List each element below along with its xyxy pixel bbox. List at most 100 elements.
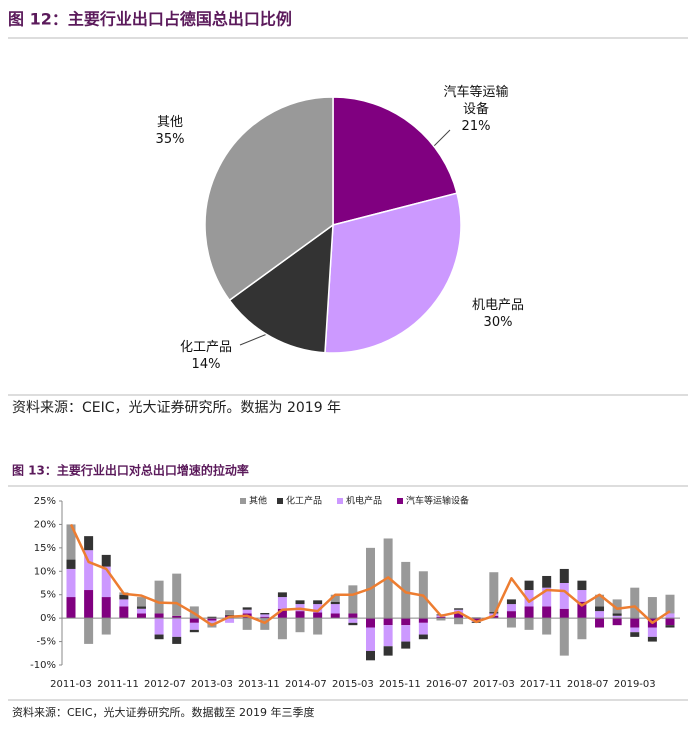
- bar-segment: [418, 634, 428, 640]
- bar-segment: [647, 627, 657, 637]
- bar-segment: [665, 594, 675, 614]
- bar-segment: [154, 634, 164, 640]
- bar-segment: [577, 580, 587, 591]
- x-tick-label: 2017-03: [473, 679, 515, 690]
- bar-segment: [489, 612, 499, 614]
- bar-segment: [313, 600, 323, 605]
- bar-segment: [401, 641, 411, 649]
- bar-segment: [454, 608, 464, 610]
- bar-segment: [612, 615, 622, 619]
- bar-segment: [630, 632, 640, 637]
- y-tick-label: -5%: [37, 637, 56, 648]
- bar-segment: [366, 627, 375, 651]
- bar-segment: [66, 559, 76, 569]
- bar-segment: [595, 618, 605, 628]
- bar-segment: [383, 625, 393, 647]
- figure-title: 图 12：主要行业出口占德国总出口比例: [8, 10, 292, 29]
- y-tick-label: -10%: [30, 660, 56, 671]
- bar-segment: [84, 590, 94, 619]
- bar-segment: [189, 622, 199, 630]
- bar-segment: [559, 583, 569, 609]
- legend-swatch: [240, 498, 246, 504]
- pie-slice: [324, 192, 462, 354]
- slice-label: 机电产品: [471, 298, 524, 313]
- bar-segment: [630, 618, 640, 628]
- y-tick-label: 20%: [34, 519, 56, 530]
- bar-segment: [84, 550, 94, 591]
- bar-segment: [401, 618, 411, 626]
- bar-segment: [207, 620, 217, 623]
- legend-swatch: [337, 498, 343, 504]
- slice-label: 其他: [156, 115, 183, 130]
- bar-segment: [66, 524, 76, 560]
- x-tick-label: 2014-07: [285, 679, 327, 690]
- slice-value-label: 21%: [461, 119, 491, 134]
- bar-segment: [172, 636, 182, 644]
- bar-segment: [295, 600, 305, 605]
- bar-segment: [489, 572, 499, 613]
- bar-segment: [189, 629, 199, 633]
- bar-segment: [366, 547, 375, 619]
- bar-segment: [436, 618, 446, 621]
- bar-segment: [559, 618, 569, 656]
- bar-segment: [630, 627, 640, 633]
- bar-segment: [66, 597, 76, 619]
- bar-segment: [260, 614, 270, 617]
- bar-segment: [154, 618, 164, 635]
- bar-segment: [471, 618, 481, 621]
- bar-segment: [119, 594, 129, 600]
- bar-segment: [295, 611, 305, 619]
- bar-segment: [630, 587, 640, 619]
- bar-segment: [172, 618, 182, 637]
- x-tick-label: 2011-03: [50, 679, 92, 690]
- bar-segment: [295, 618, 305, 633]
- bar-segment: [154, 613, 164, 619]
- bar-segment: [524, 590, 534, 607]
- source-note: 资料来源：CEIC，光大证券研究所。数据为 2019 年: [12, 400, 341, 416]
- legend-swatch: [397, 498, 403, 504]
- legend-label: 机电产品: [346, 495, 382, 507]
- bar-segment: [454, 618, 464, 625]
- bar-segment: [101, 597, 111, 619]
- bar-segment: [277, 597, 287, 609]
- x-tick-label: 2018-07: [567, 679, 609, 690]
- bar-segment: [136, 613, 146, 619]
- bar-segment: [136, 597, 146, 607]
- bar-segment: [542, 575, 552, 588]
- bar-segment: [313, 604, 323, 613]
- bar-segment: [242, 609, 252, 614]
- bar-segment: [225, 614, 235, 616]
- x-tick-label: 2016-07: [426, 679, 468, 690]
- bar-segment: [242, 607, 252, 610]
- bar-segment: [577, 590, 587, 602]
- bar-segment: [665, 613, 675, 619]
- bar-segment: [595, 594, 605, 607]
- bar-segment: [401, 561, 411, 619]
- bar-segment: [366, 650, 375, 661]
- bar-segment: [524, 606, 534, 619]
- bar-segment: [277, 608, 287, 619]
- bar-segment: [225, 610, 235, 615]
- bar-segment: [101, 554, 111, 567]
- source-note: 资料来源：CEIC，光大证券研究所。数据截至 2019 年三季度: [12, 705, 315, 719]
- bar-segment: [136, 608, 146, 614]
- bar-segment: [348, 585, 358, 614]
- bar-segment: [330, 613, 340, 619]
- slice-value-label: 30%: [483, 315, 513, 330]
- bar-segment: [524, 580, 534, 591]
- bar-segment: [119, 599, 129, 607]
- bar-segment: [383, 646, 393, 656]
- x-tick-label: 2015-11: [379, 679, 421, 690]
- pie-slice: [204, 96, 334, 302]
- bar-segment: [506, 599, 516, 605]
- x-tick-label: 2019-03: [614, 679, 656, 690]
- bar-segment: [506, 618, 516, 628]
- bar-segment: [189, 618, 199, 623]
- legend-label: 汽车等运输设备: [406, 495, 469, 507]
- pie-slice: [332, 96, 458, 226]
- bar-segment: [66, 568, 76, 598]
- bar-segment: [260, 616, 270, 619]
- bar-segment: [401, 625, 411, 642]
- figure-title: 图 13：主要行业出口对总出口增速的拉动率: [12, 463, 249, 478]
- slice-label: 化工产品: [179, 340, 232, 355]
